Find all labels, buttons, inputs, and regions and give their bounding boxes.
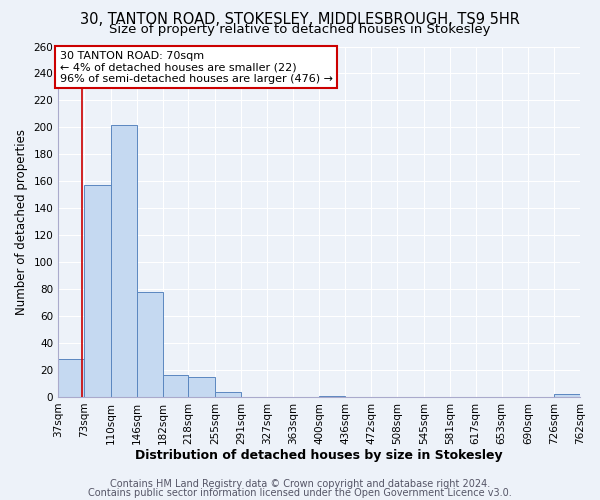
Bar <box>111 124 137 397</box>
Bar <box>58 359 84 397</box>
X-axis label: Distribution of detached houses by size in Stokesley: Distribution of detached houses by size … <box>135 450 503 462</box>
Bar <box>215 392 241 397</box>
Text: Size of property relative to detached houses in Stokesley: Size of property relative to detached ho… <box>109 22 491 36</box>
Text: 30, TANTON ROAD, STOKESLEY, MIDDLESBROUGH, TS9 5HR: 30, TANTON ROAD, STOKESLEY, MIDDLESBROUG… <box>80 12 520 28</box>
Y-axis label: Number of detached properties: Number of detached properties <box>15 128 28 314</box>
Bar <box>554 394 580 397</box>
Bar <box>319 396 346 397</box>
Text: Contains HM Land Registry data © Crown copyright and database right 2024.: Contains HM Land Registry data © Crown c… <box>110 479 490 489</box>
Text: 30 TANTON ROAD: 70sqm
← 4% of detached houses are smaller (22)
96% of semi-detac: 30 TANTON ROAD: 70sqm ← 4% of detached h… <box>59 50 332 84</box>
Bar <box>188 376 215 397</box>
Text: Contains public sector information licensed under the Open Government Licence v3: Contains public sector information licen… <box>88 488 512 498</box>
Bar <box>84 186 111 397</box>
Bar <box>137 292 163 397</box>
Bar <box>163 376 188 397</box>
